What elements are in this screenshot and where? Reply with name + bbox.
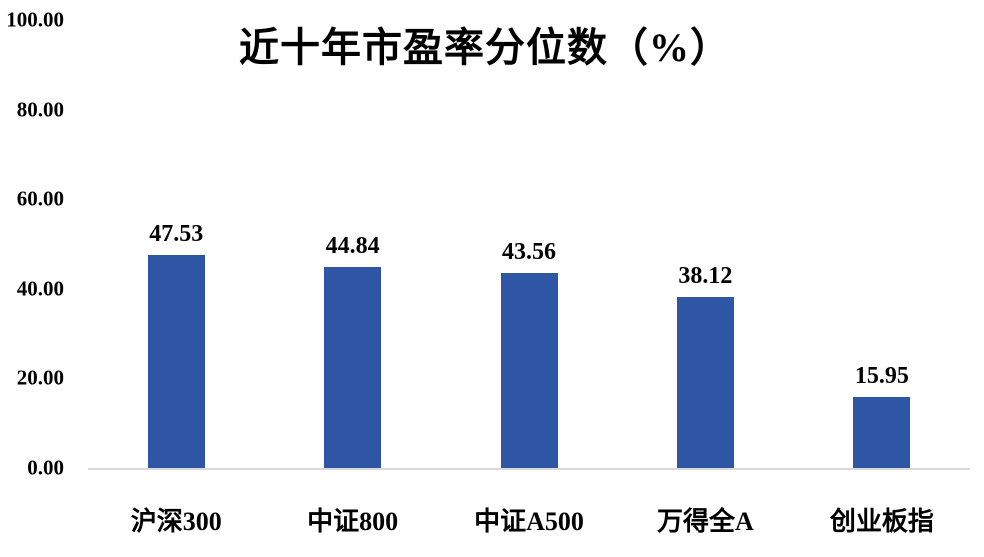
- bar-value-label: 44.84: [325, 233, 380, 259]
- x-category-label: 中证800: [307, 507, 399, 536]
- bar-value-label: 43.56: [502, 239, 557, 265]
- bar: [324, 267, 382, 468]
- bar-group: 43.56: [441, 20, 617, 468]
- bar: [853, 397, 911, 468]
- y-axis-tick-label: 0.00: [27, 455, 64, 480]
- x-category-label: 沪深300: [130, 507, 222, 536]
- bar: [676, 297, 734, 468]
- bar: [147, 255, 205, 468]
- x-category-label: 创业板指: [829, 507, 934, 536]
- bar-value-label: 47.53: [149, 221, 204, 247]
- x-category-label: 万得全A: [657, 507, 754, 536]
- bar: [500, 273, 558, 468]
- bar-value-label: 15.95: [854, 363, 909, 389]
- bar-group: 44.84: [264, 20, 440, 468]
- y-axis-tick-label: 80.00: [16, 97, 64, 122]
- bar-group: 15.95: [794, 20, 970, 468]
- y-axis-tick-label: 20.00: [16, 365, 64, 390]
- x-category-label: 中证A500: [474, 507, 584, 536]
- x-axis: 沪深300 中证800 中证A500 万得全A 创业板指: [88, 501, 970, 538]
- y-axis: 100.00 80.00 60.00 40.00 20.00 0.00: [0, 0, 66, 557]
- chart-title: 近十年市盈率分位数（%）: [239, 25, 731, 70]
- bar-value-label: 38.12: [678, 263, 733, 289]
- plot-area: 47.53 44.84 43.56 38.12 15.95: [88, 20, 970, 470]
- bar-group: 47.53: [88, 20, 264, 468]
- y-axis-tick-label: 60.00: [16, 186, 64, 211]
- y-axis-tick-label: 100.00: [6, 7, 64, 32]
- bar-group: 38.12: [617, 20, 793, 468]
- y-axis-tick-label: 40.00: [16, 276, 64, 301]
